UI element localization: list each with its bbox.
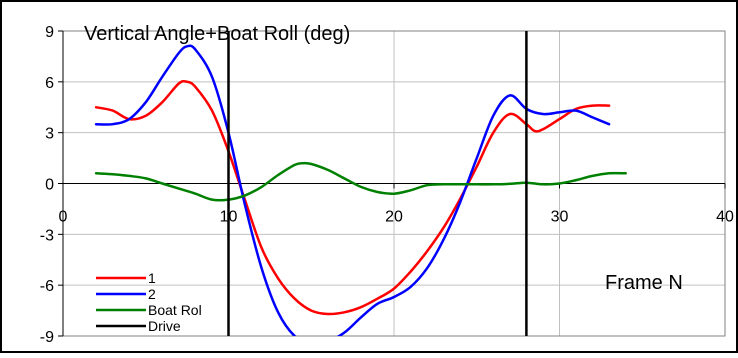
y-tick-label: 0 xyxy=(45,177,54,194)
legend-label: 2 xyxy=(148,286,156,302)
chart-title: Vertical Angle+Boat Roll (deg) xyxy=(84,23,350,45)
y-tick-label: 6 xyxy=(45,75,54,92)
x-axis-label: Frame N xyxy=(605,272,683,294)
y-tick-label: -3 xyxy=(40,227,54,244)
y-tick-label: 9 xyxy=(45,24,54,41)
series-line-1 xyxy=(94,79,611,316)
drive-lines xyxy=(227,31,528,336)
series-line-2 xyxy=(94,44,611,336)
y-tick-label: -6 xyxy=(40,278,54,295)
legend-label: Boat Rol xyxy=(148,302,202,318)
x-tick-label: 20 xyxy=(385,209,403,226)
legend-label: Drive xyxy=(148,318,181,334)
y-tick-label: -9 xyxy=(40,329,54,346)
x-tick-label: 30 xyxy=(551,209,569,226)
series-line-boat-rol xyxy=(94,161,627,202)
legend-label: 1 xyxy=(148,270,156,286)
x-tick-label: 40 xyxy=(716,209,734,226)
series-layer xyxy=(94,44,627,336)
y-tick-label: 3 xyxy=(45,126,54,143)
